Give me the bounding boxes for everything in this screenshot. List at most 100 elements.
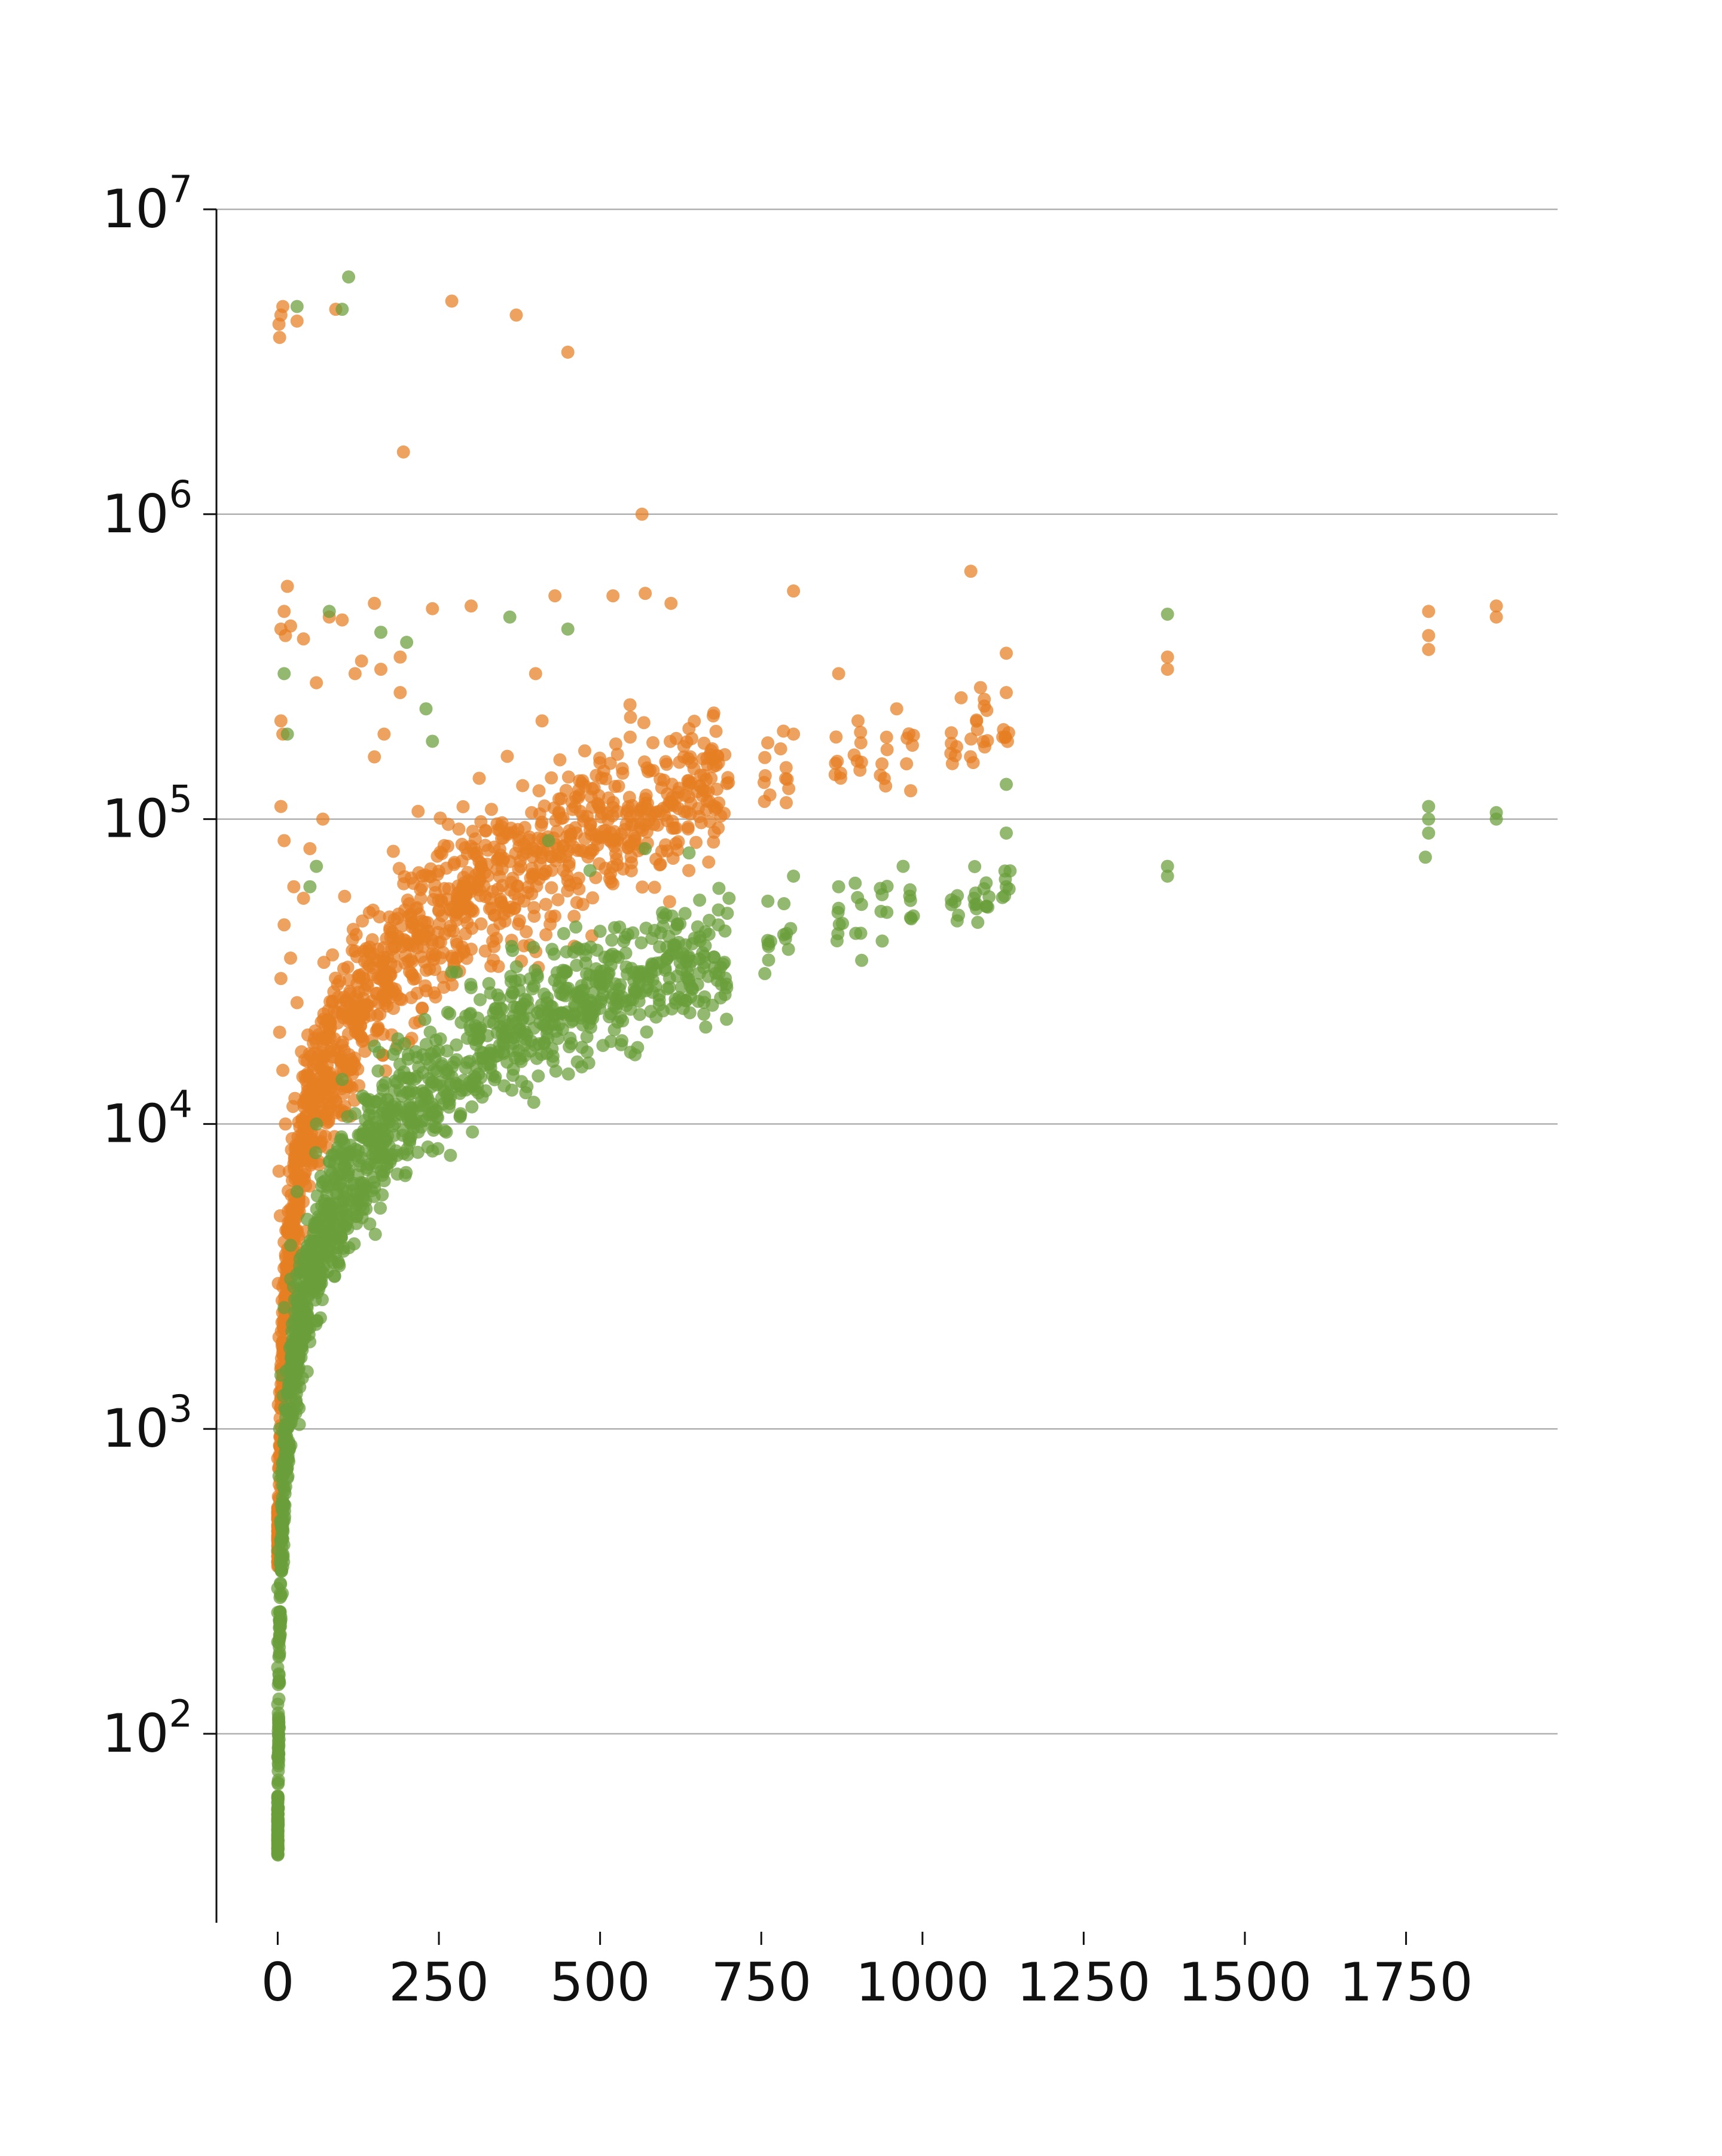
- series-0-point: [286, 1218, 300, 1231]
- series-0-point: [493, 870, 506, 883]
- series-1-point: [374, 626, 387, 639]
- series-0-point: [280, 580, 294, 593]
- series-0-point: [456, 889, 470, 902]
- series-1-point: [999, 826, 1013, 840]
- series-0-point: [758, 795, 771, 809]
- series-0-point: [1489, 599, 1503, 613]
- series-1-point: [706, 998, 719, 1012]
- series-1-point: [851, 891, 865, 904]
- series-0-point: [456, 800, 470, 813]
- series-0-point: [964, 750, 978, 764]
- series-1-point: [493, 1010, 506, 1023]
- series-1-point: [671, 918, 685, 932]
- series-1-point: [572, 942, 586, 956]
- series-0-point: [1489, 610, 1503, 624]
- series-0-point: [1422, 605, 1436, 618]
- series-1-point: [366, 1171, 380, 1185]
- series-0-point: [646, 736, 660, 749]
- y-tick-label: 105: [102, 777, 193, 850]
- series-1-point: [999, 880, 1013, 893]
- series-1-point: [320, 1244, 334, 1258]
- series-1-point: [657, 911, 670, 925]
- series-1-point: [523, 1044, 537, 1058]
- series-1-point: [520, 1028, 533, 1042]
- series-0-point: [639, 587, 652, 600]
- series-0-point: [415, 880, 429, 893]
- y-tick-base: 10: [102, 1398, 169, 1459]
- series-0-point: [520, 925, 533, 939]
- series-1-point: [398, 1169, 412, 1182]
- x-tick-label: 500: [550, 1951, 651, 2013]
- series-0-point: [503, 883, 517, 897]
- series-0-point: [370, 986, 384, 1000]
- series-0-point: [397, 877, 411, 891]
- y-tick-base: 10: [102, 1703, 169, 1764]
- series-1-point: [680, 971, 694, 984]
- series-0-point: [277, 918, 291, 932]
- series-0-point: [854, 736, 868, 750]
- series-0-point: [904, 784, 918, 798]
- series-0-point: [782, 782, 796, 795]
- x-tick-label: 0: [261, 1951, 294, 2013]
- series-0-point: [659, 755, 673, 769]
- series-0-point: [371, 971, 384, 985]
- series-0-point: [289, 1169, 303, 1183]
- series-1-point: [347, 1237, 361, 1251]
- series-1-point: [295, 1336, 309, 1350]
- series-0-point: [315, 1135, 328, 1148]
- series-1-point: [668, 996, 682, 1010]
- series-1-point: [445, 965, 459, 979]
- series-0-point: [646, 764, 660, 777]
- series-1-point: [327, 1148, 341, 1162]
- series-0-point: [832, 667, 845, 681]
- series-1-point: [777, 897, 791, 911]
- series-1-point: [290, 300, 304, 313]
- series-1-point: [561, 1067, 575, 1081]
- data-points: [271, 270, 1503, 1862]
- series-0-point: [428, 878, 442, 892]
- series-1-point: [607, 1023, 621, 1036]
- series-1-point: [380, 1109, 394, 1123]
- series-1-point: [428, 1120, 441, 1134]
- series-0-point: [722, 776, 735, 789]
- series-0-point: [978, 740, 991, 754]
- series-1-point: [474, 1021, 487, 1035]
- series-0-point: [561, 770, 575, 784]
- series-0-point: [297, 891, 310, 905]
- series-1-point: [646, 958, 660, 972]
- series-1-point: [1161, 859, 1174, 873]
- series-1-point: [683, 1006, 697, 1020]
- series-1-point: [561, 622, 575, 636]
- series-1-point: [719, 971, 732, 985]
- series-1-point: [633, 1008, 646, 1021]
- series-1-point: [378, 1076, 392, 1090]
- series-0-point: [279, 1117, 292, 1131]
- series-0-point: [520, 842, 533, 856]
- series-1-point: [465, 1100, 479, 1114]
- series-0-point: [461, 899, 475, 913]
- series-1-point: [433, 1032, 447, 1046]
- series-0-point: [512, 862, 526, 876]
- series-0-point: [494, 819, 508, 833]
- series-1-point: [418, 1013, 432, 1026]
- series-0-point: [539, 928, 553, 941]
- series-0-point: [310, 1090, 324, 1103]
- series-0-point: [478, 944, 492, 958]
- series-0-point: [604, 875, 618, 889]
- series-1-point: [1161, 869, 1174, 883]
- series-0-point: [452, 822, 466, 836]
- series-1-point: [903, 893, 917, 907]
- series-1-point: [290, 1185, 304, 1199]
- series-1-point: [271, 1777, 285, 1791]
- series-0-point: [578, 744, 591, 758]
- series-0-point: [525, 887, 539, 901]
- series-0-point: [525, 861, 539, 875]
- series-1-point: [778, 932, 792, 946]
- series-1-point: [519, 1086, 533, 1100]
- series-1-point: [298, 1262, 312, 1276]
- series-0-point: [660, 814, 674, 828]
- series-0-point: [277, 605, 291, 618]
- series-1-point: [374, 1201, 387, 1215]
